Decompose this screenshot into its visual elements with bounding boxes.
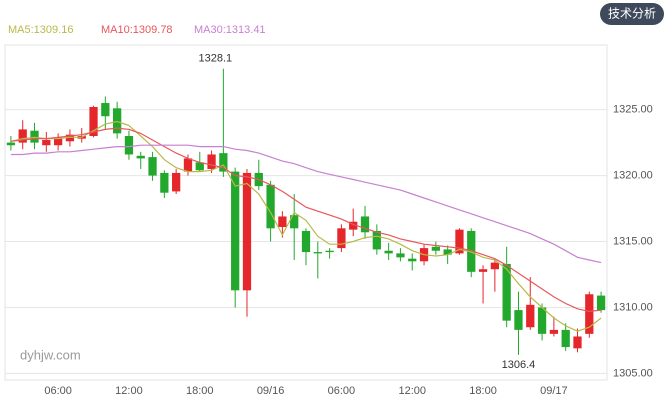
y-tick-label: 1310.00 <box>613 301 653 313</box>
y-tick-label: 1325.00 <box>613 104 653 116</box>
candle-body <box>526 304 535 328</box>
candle-body <box>6 142 16 146</box>
candle-body <box>337 228 346 249</box>
y-tick-label: 1320.00 <box>613 169 653 181</box>
candle-body <box>514 310 523 330</box>
candle-body <box>561 329 570 348</box>
candle-body <box>195 162 204 171</box>
x-tick-label: 06:00 <box>44 385 72 397</box>
candle-body <box>325 250 334 253</box>
candle-body <box>372 230 381 250</box>
candle-body <box>313 252 322 254</box>
legend-entry: MA10:1309.78 <box>101 24 173 36</box>
candle-body <box>278 216 287 228</box>
candle-body <box>101 103 110 117</box>
legend-entry: MA30:1313.41 <box>194 24 266 36</box>
tech-button[interactable] <box>600 3 664 25</box>
candle-body <box>231 171 240 291</box>
candle-body <box>537 307 547 334</box>
candle-body <box>242 172 252 291</box>
watermark: dyhjw.com <box>20 347 81 362</box>
candle-body <box>443 249 452 255</box>
candle-body <box>160 172 169 193</box>
x-tick-label: 18:00 <box>469 385 497 397</box>
candle-body <box>42 139 51 146</box>
y-tick-label: 1315.00 <box>613 235 653 247</box>
candle-body <box>301 230 311 253</box>
candle-body <box>18 129 27 143</box>
candle-body <box>172 172 181 192</box>
ma-line <box>10 120 602 332</box>
legend-entry: MA5:1309.16 <box>8 24 73 36</box>
candle-body <box>53 137 63 146</box>
candle-body <box>408 258 417 262</box>
candle-body <box>585 294 594 334</box>
candle-body <box>549 329 559 334</box>
candle-body <box>124 136 134 155</box>
candle-body <box>30 130 39 143</box>
candle-body <box>148 157 157 176</box>
candle-body <box>349 221 358 230</box>
candle-body <box>183 158 193 172</box>
candle-body <box>478 269 488 272</box>
candle-body <box>431 246 440 251</box>
candle-body <box>219 153 228 172</box>
candle-body <box>455 229 464 254</box>
candle-body <box>290 215 299 229</box>
candle-body <box>89 106 98 137</box>
candle-body <box>113 108 122 134</box>
tech-button-label[interactable]: 技术分析 <box>608 7 656 21</box>
candle-body <box>502 263 511 321</box>
x-tick-label: 09/16 <box>257 385 285 397</box>
candle-body <box>573 336 582 349</box>
min-annotation: 1306.4 <box>502 359 536 371</box>
ma-line <box>10 127 602 313</box>
max-annotation: 1328.1 <box>199 53 233 65</box>
x-tick-label: 12:00 <box>115 385 143 397</box>
plot-frame <box>4 44 608 381</box>
candle-body <box>266 184 275 229</box>
x-tick-label: 12:00 <box>398 385 426 397</box>
candle-body <box>360 216 370 233</box>
ma-line <box>10 144 602 264</box>
candle-body <box>490 262 499 270</box>
candle-body <box>136 155 145 159</box>
x-tick-label: 09/17 <box>540 385 568 397</box>
candle-body <box>207 154 216 169</box>
candle-body <box>396 253 405 258</box>
candle-body <box>384 250 393 254</box>
candle-body <box>65 134 75 142</box>
x-tick-label: 18:00 <box>186 385 214 397</box>
candle-body <box>467 230 476 272</box>
candle-body <box>596 295 606 311</box>
y-tick-label: 1305.00 <box>613 367 653 379</box>
x-tick-label: 06:00 <box>328 385 356 397</box>
